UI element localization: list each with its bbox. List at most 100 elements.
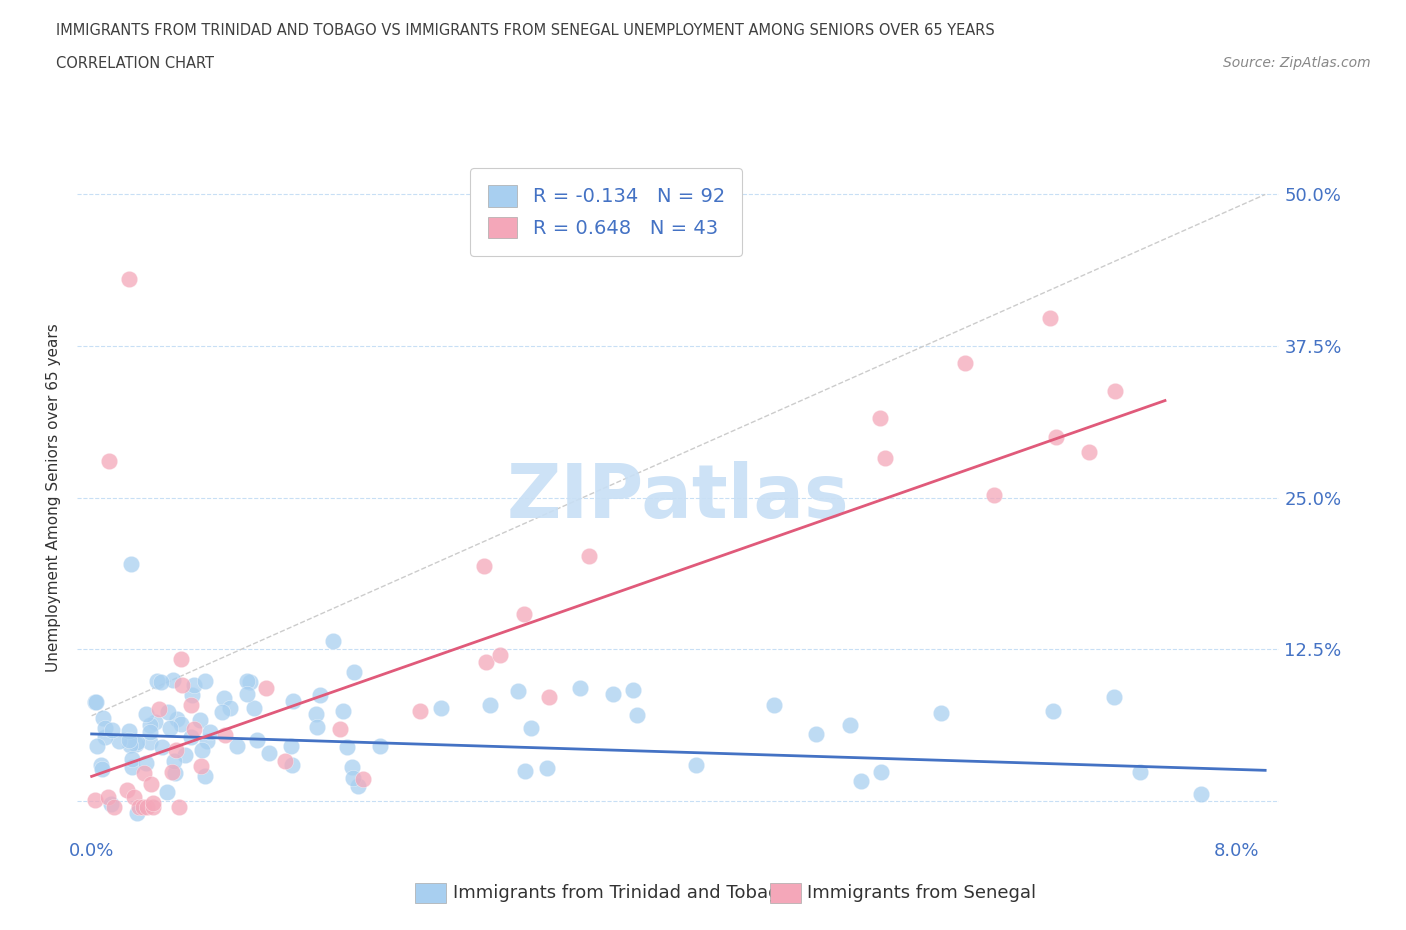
Point xyxy=(93,720,115,735)
Point xyxy=(1189,787,1212,802)
Point xyxy=(257,746,280,761)
Point xyxy=(763,698,786,712)
Point xyxy=(103,799,125,814)
Point xyxy=(162,672,184,687)
Point xyxy=(190,758,212,773)
Point xyxy=(305,706,328,721)
Point xyxy=(125,805,148,820)
Point xyxy=(336,739,359,754)
Point xyxy=(685,758,707,773)
Text: IMMIGRANTS FROM TRINIDAD AND TOBAGO VS IMMIGRANTS FROM SENEGAL UNEMPLOYMENT AMON: IMMIGRANTS FROM TRINIDAD AND TOBAGO VS I… xyxy=(56,23,995,38)
Point xyxy=(101,723,124,737)
Point xyxy=(214,727,236,742)
Point xyxy=(869,764,891,779)
Point xyxy=(83,695,105,710)
Point xyxy=(472,559,495,574)
Point xyxy=(121,751,143,766)
Point xyxy=(157,705,180,720)
Point xyxy=(281,758,304,773)
Point xyxy=(128,799,150,814)
Point xyxy=(274,754,297,769)
Point xyxy=(132,799,155,814)
Point xyxy=(142,795,165,810)
Point xyxy=(183,722,205,737)
Point xyxy=(242,700,264,715)
Point xyxy=(148,701,170,716)
Point xyxy=(120,557,142,572)
Point xyxy=(149,674,172,689)
Point xyxy=(308,687,330,702)
Point xyxy=(1104,383,1126,398)
Point xyxy=(1077,445,1099,459)
Point xyxy=(165,743,187,758)
Point xyxy=(343,664,366,679)
Point xyxy=(246,733,269,748)
Point xyxy=(165,765,187,780)
Point xyxy=(180,698,202,712)
Point xyxy=(488,648,510,663)
Point xyxy=(139,777,162,791)
Point xyxy=(145,673,167,688)
Point xyxy=(156,785,179,800)
Point xyxy=(139,717,162,732)
Point xyxy=(159,720,181,735)
Point xyxy=(166,711,188,726)
Point xyxy=(332,703,354,718)
Point xyxy=(953,355,976,370)
Point xyxy=(508,684,530,699)
Point xyxy=(169,799,191,814)
Point xyxy=(280,738,302,753)
Point xyxy=(172,678,194,693)
Point xyxy=(96,790,118,805)
Point xyxy=(200,724,222,739)
Point xyxy=(163,753,186,768)
Point xyxy=(568,681,591,696)
Legend: R = -0.134   N = 92, R = 0.648   N = 43: R = -0.134 N = 92, R = 0.648 N = 43 xyxy=(470,167,742,256)
Point xyxy=(160,765,183,780)
Point xyxy=(537,690,560,705)
Point xyxy=(121,760,143,775)
Point xyxy=(1042,703,1064,718)
Point xyxy=(1038,311,1060,325)
Point xyxy=(212,691,235,706)
Point xyxy=(875,451,897,466)
Point xyxy=(98,454,121,469)
Point xyxy=(430,700,453,715)
Point xyxy=(135,755,157,770)
Point xyxy=(135,706,157,721)
Point xyxy=(90,757,112,772)
Point xyxy=(352,771,374,786)
Point xyxy=(236,687,259,702)
Point xyxy=(183,678,205,693)
Point xyxy=(536,760,558,775)
Point xyxy=(142,799,165,814)
Point xyxy=(849,774,872,789)
Point xyxy=(929,706,952,721)
Point xyxy=(211,704,233,719)
Point xyxy=(94,729,117,744)
Point xyxy=(125,734,148,749)
Point xyxy=(983,487,1005,502)
Point xyxy=(122,790,145,804)
Text: Source: ZipAtlas.com: Source: ZipAtlas.com xyxy=(1223,56,1371,70)
Point xyxy=(173,748,195,763)
Point xyxy=(869,410,891,425)
Point xyxy=(118,733,141,748)
Point xyxy=(125,737,148,751)
Point xyxy=(195,734,218,749)
Point xyxy=(219,701,242,716)
Point xyxy=(84,695,107,710)
Point xyxy=(322,633,344,648)
Point xyxy=(307,720,329,735)
Point xyxy=(91,711,114,725)
Point xyxy=(578,549,600,564)
Point xyxy=(152,739,174,754)
Point xyxy=(346,778,368,793)
Point xyxy=(188,712,211,727)
Point xyxy=(236,674,259,689)
Point xyxy=(118,737,141,752)
Point xyxy=(839,717,862,732)
Point xyxy=(621,683,644,698)
Point xyxy=(329,722,352,737)
Point xyxy=(806,726,828,741)
